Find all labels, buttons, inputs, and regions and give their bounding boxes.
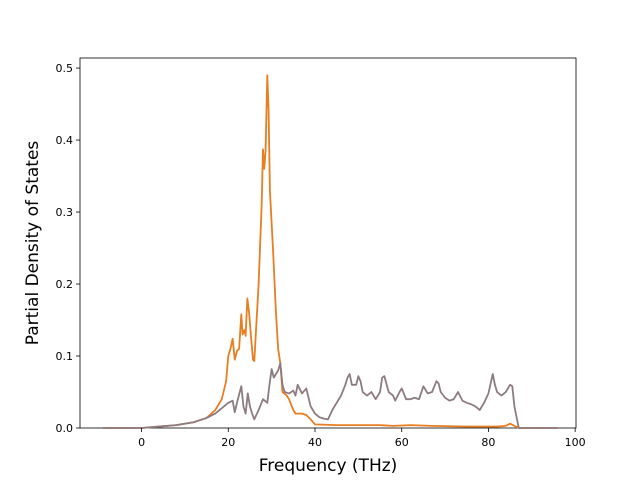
x-tick-label: 40: [308, 436, 322, 449]
y-axis-ticks: 0.0 0.1 0.2 0.3 0.4 0.5: [56, 62, 80, 435]
series-line-2: [102, 362, 558, 429]
y-tick-label: 0.5: [56, 62, 74, 75]
x-tick-label: 80: [481, 436, 495, 449]
x-axis-ticks: 0 20 40 60 80 100: [138, 428, 586, 449]
x-axis-label: Frequency (THz): [259, 456, 398, 476]
x-tick-label: 0: [138, 436, 145, 449]
y-axis-label: Partial Density of States: [23, 141, 43, 346]
series-line-1: [102, 74, 558, 429]
x-tick-label: 20: [221, 436, 235, 449]
x-tick-label: 100: [565, 436, 586, 449]
y-tick-label: 0.3: [56, 206, 74, 219]
plot-area: [79, 57, 577, 429]
y-tick-label: 0.0: [56, 422, 74, 435]
y-tick-label: 0.1: [56, 350, 74, 363]
y-tick-label: 0.2: [56, 278, 74, 291]
x-tick-label: 60: [395, 436, 409, 449]
y-tick-label: 0.4: [56, 134, 74, 147]
series-layer: [102, 74, 558, 429]
